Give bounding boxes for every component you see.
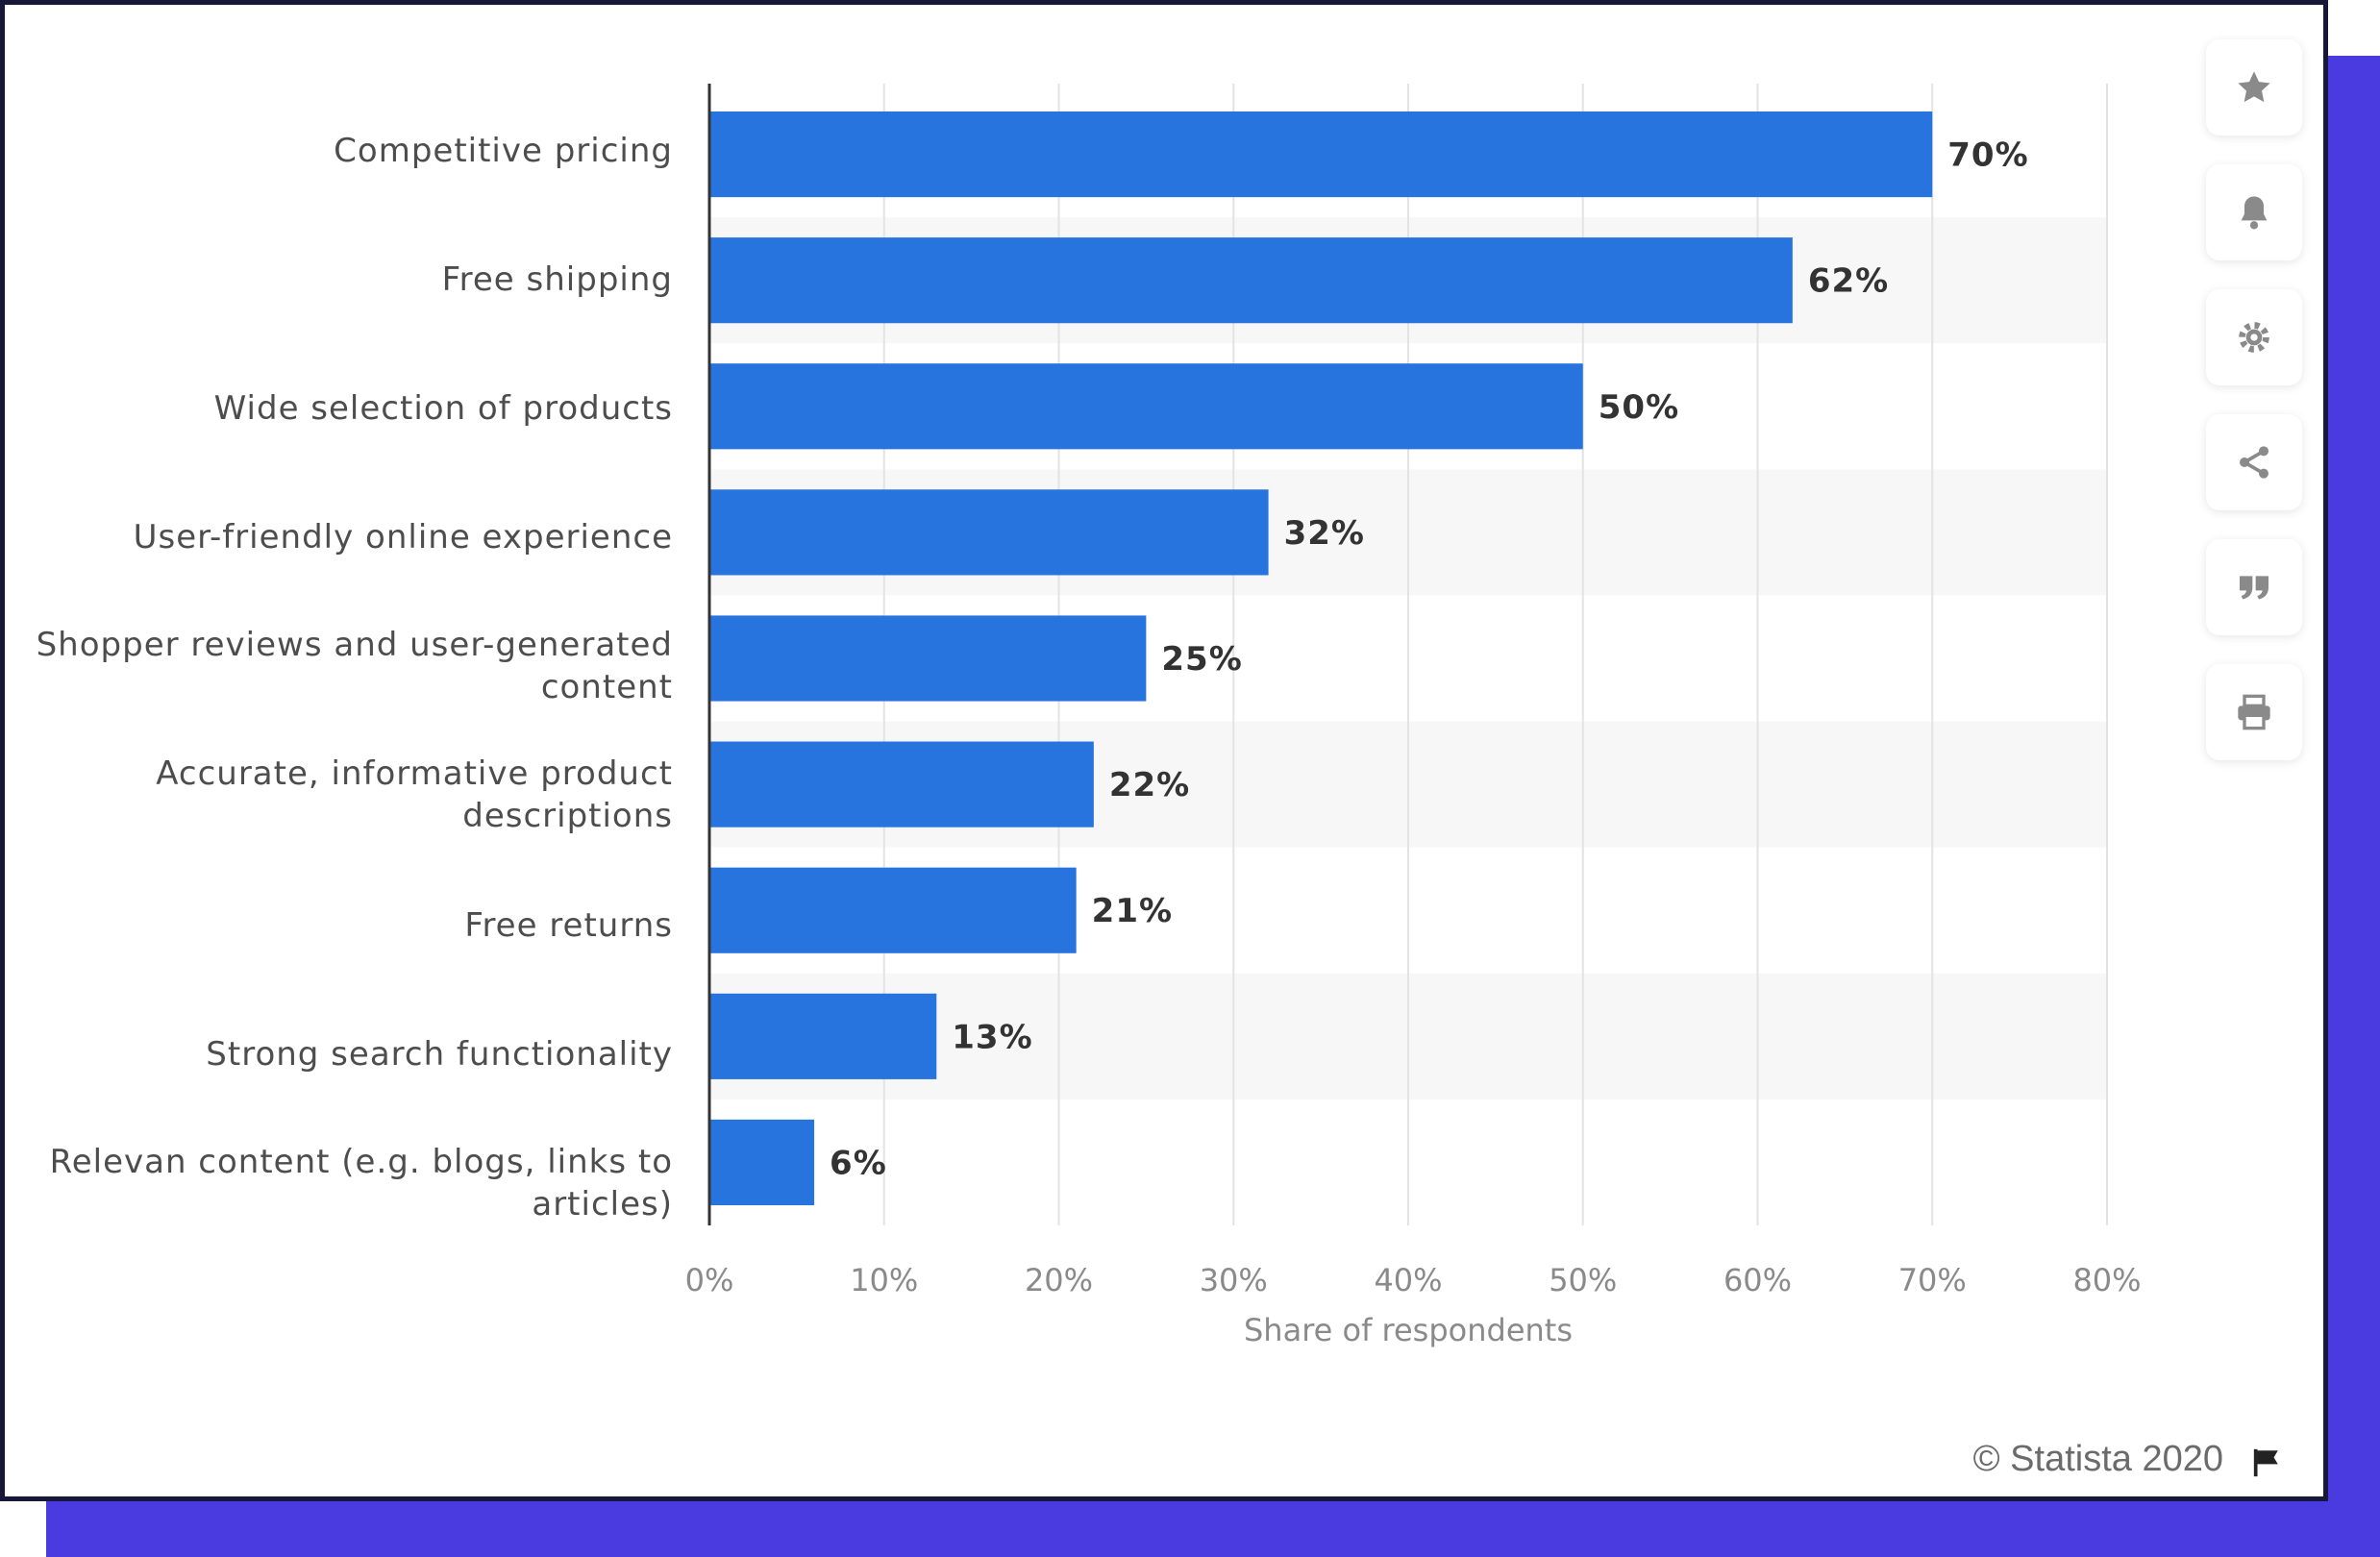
data-label-0: 70% xyxy=(1947,136,2028,175)
category-label-0: Competitive pricing xyxy=(334,132,673,170)
data-label-5: 22% xyxy=(1109,766,1190,804)
settings-button[interactable] xyxy=(2206,289,2302,385)
data-label-3: 32% xyxy=(1284,514,1365,553)
cite-button[interactable] xyxy=(2206,539,2302,635)
source-credit[interactable]: © Statista 2020 xyxy=(1972,1439,2223,1479)
data-label-2: 50% xyxy=(1599,388,1679,427)
category-label-7: Strong search functionality xyxy=(206,1035,673,1074)
category-label-8: Relevan content (e.g. blogs, links to ar… xyxy=(49,1143,673,1223)
x-tick-label-1: 10% xyxy=(850,1262,918,1298)
x-tick-label-6: 60% xyxy=(1723,1262,1792,1298)
bar-6 xyxy=(709,867,1077,953)
share-button[interactable] xyxy=(2206,414,2302,510)
flag-icon[interactable] xyxy=(2250,1446,2285,1479)
x-tick-label-7: 70% xyxy=(1898,1262,1967,1298)
bar-5 xyxy=(709,741,1094,828)
bar-8 xyxy=(709,1119,815,1206)
gear-icon xyxy=(2239,322,2269,353)
bar-4 xyxy=(709,615,1147,702)
category-label-6: Free returns xyxy=(464,906,673,945)
data-label-8: 6% xyxy=(830,1144,887,1182)
bar-chart: 70% 62% 50% 32% 25% 22% 21% 13% 6% 0% 10% 20% 30% 40%… xyxy=(685,84,2142,1348)
x-tick-label-4: 40% xyxy=(1374,1262,1442,1298)
bar-2 xyxy=(709,363,1583,450)
x-tick-label-0: 0% xyxy=(685,1262,734,1298)
x-tick-label-5: 50% xyxy=(1549,1262,1617,1298)
category-label-2: Wide selection of products xyxy=(213,389,673,428)
x-tick-label-2: 20% xyxy=(1025,1262,1093,1298)
data-label-7: 13% xyxy=(952,1018,1032,1056)
notification-button[interactable] xyxy=(2206,164,2302,260)
favorite-button[interactable] xyxy=(2206,39,2302,136)
bar-0 xyxy=(709,111,1933,198)
x-tick-label-8: 80% xyxy=(2072,1262,2141,1298)
bell-icon xyxy=(2241,196,2268,230)
print-button[interactable] xyxy=(2206,664,2302,760)
category-label-4: Shopper reviews and user-generated conte… xyxy=(36,626,673,706)
x-axis-title: Share of respondents xyxy=(1244,1312,1573,1348)
category-label-1: Free shipping xyxy=(441,260,673,299)
data-label-4: 25% xyxy=(1161,640,1242,679)
bar-1 xyxy=(709,237,1793,324)
data-label-6: 21% xyxy=(1092,892,1173,930)
category-label-5: Accurate, informative product descriptio… xyxy=(156,754,673,835)
chart-card: 70% 62% 50% 32% 25% 22% 21% 13% 6% 0% 10% 20% 30% 40%… xyxy=(0,0,2328,1501)
quote-icon xyxy=(2240,576,2268,600)
star-icon xyxy=(2238,71,2270,103)
bar-7 xyxy=(709,993,937,1079)
data-label-1: 62% xyxy=(1808,262,1889,301)
print-icon xyxy=(2238,694,2270,730)
category-label-3: User-friendly online experience xyxy=(133,518,673,556)
x-tick-label-3: 30% xyxy=(1200,1262,1268,1298)
share-icon xyxy=(2240,446,2268,479)
bar-3 xyxy=(709,489,1269,576)
